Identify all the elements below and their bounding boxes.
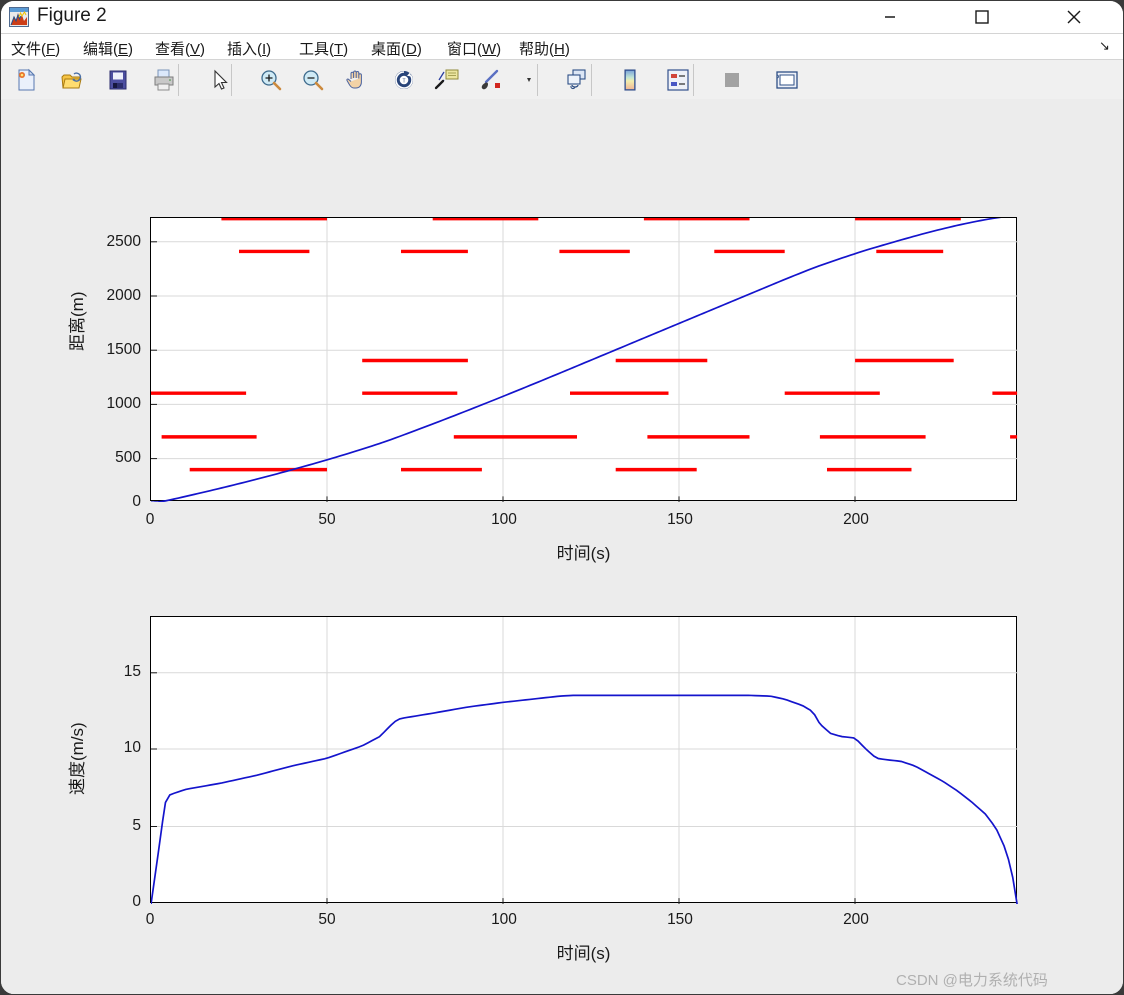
svg-text:T: T <box>402 78 405 84</box>
